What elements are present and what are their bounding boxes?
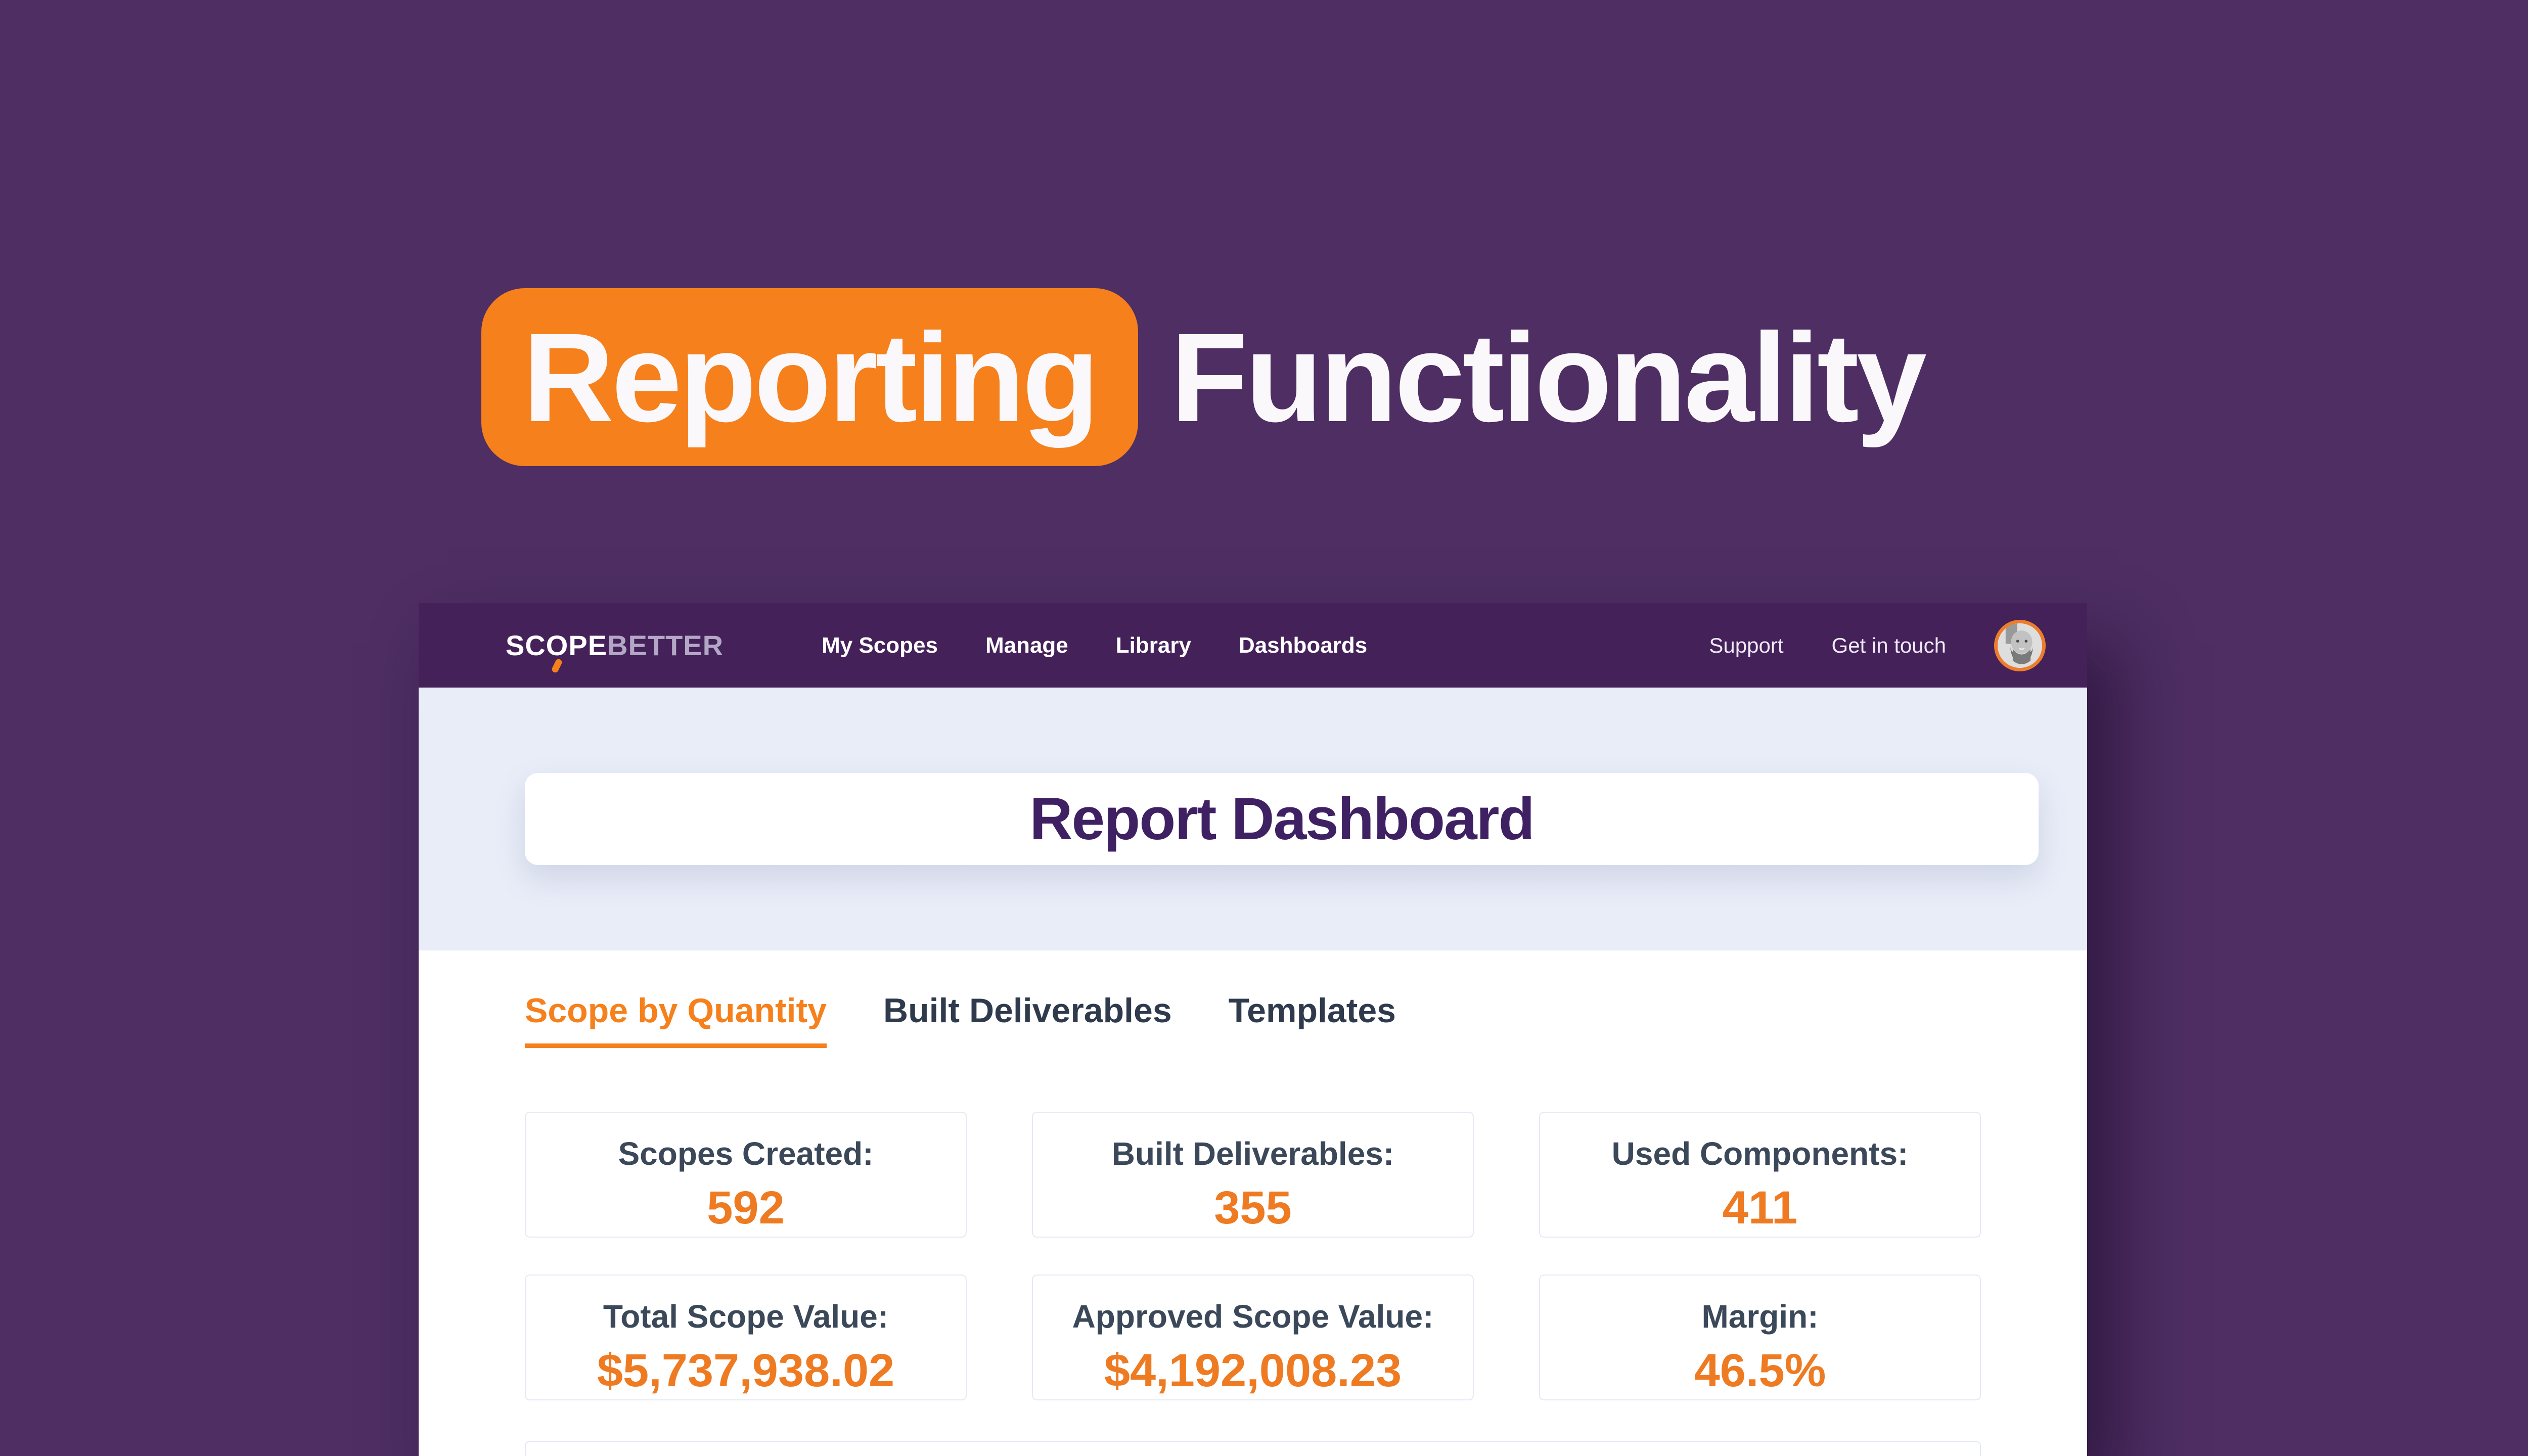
stat-value: 355 <box>1214 1182 1292 1234</box>
scopebetter-logo[interactable]: SC O PE BETTER <box>506 629 724 674</box>
logo-text-o: O <box>546 629 569 674</box>
dashboard-content: Scope by Quantity Built Deliverables Tem… <box>419 991 2087 1456</box>
avatar-photo <box>1998 623 2042 668</box>
hero-badge: Reporting <box>481 288 1139 466</box>
page-title: Report Dashboard <box>1029 786 1534 852</box>
stat-label: Scopes Created: <box>618 1135 874 1172</box>
stat-card-built-deliverables: Built Deliverables: 355 <box>1032 1112 1474 1238</box>
stat-value: 46.5% <box>1694 1345 1826 1396</box>
stat-value: 411 <box>1722 1182 1798 1234</box>
stat-label: Used Components: <box>1611 1135 1909 1172</box>
stat-card-margin: Margin: 46.5% <box>1539 1275 1981 1400</box>
stat-card-used-components: Used Components: 411 <box>1539 1112 1981 1238</box>
stat-value: 592 <box>707 1182 785 1234</box>
tab-bar: Scope by Quantity Built Deliverables Tem… <box>525 991 1981 1048</box>
bottom-panel-partial <box>525 1441 1981 1456</box>
stat-label: Built Deliverables: <box>1111 1135 1394 1172</box>
stat-card-scopes-created: Scopes Created: 592 <box>525 1112 967 1238</box>
user-avatar[interactable] <box>1994 619 2046 671</box>
logo-text-pe: PE <box>568 629 608 661</box>
nav-link-get-in-touch[interactable]: Get in touch <box>1831 633 1946 657</box>
tab-built-deliverables[interactable]: Built Deliverables <box>883 991 1172 1030</box>
logo-text-better: BETTER <box>607 629 724 661</box>
stat-label: Margin: <box>1701 1298 1819 1335</box>
stat-label: Approved Scope Value: <box>1072 1298 1434 1335</box>
tab-templates[interactable]: Templates <box>1228 991 1396 1030</box>
stat-card-total-scope-value: Total Scope Value: $5,737,938.02 <box>525 1275 967 1400</box>
stat-value: $5,737,938.02 <box>597 1345 895 1396</box>
app-window: SC O PE BETTER My Scopes Manage Library … <box>419 603 2087 1456</box>
hero-badge-text: Reporting <box>523 306 1099 448</box>
stats-grid: Scopes Created: 592 Built Deliverables: … <box>525 1112 1981 1400</box>
logo-text-sc: SC <box>506 629 546 661</box>
nav-item-my-scopes[interactable]: My Scopes <box>822 632 938 658</box>
nav-menu: My Scopes Manage Library Dashboards <box>822 633 1367 658</box>
nav-right: Support Get in touch <box>1709 619 2046 671</box>
stat-value: $4,192,008.23 <box>1104 1345 1402 1396</box>
header-band: Report Dashboard <box>419 688 2087 950</box>
navbar: SC O PE BETTER My Scopes Manage Library … <box>419 603 2087 688</box>
hero-heading: Reporting Functionality <box>481 288 1927 466</box>
nav-item-library[interactable]: Library <box>1115 632 1191 658</box>
stat-label: Total Scope Value: <box>603 1298 889 1335</box>
hero-title-text: Functionality <box>1170 306 1927 448</box>
tab-scope-by-quantity[interactable]: Scope by Quantity <box>525 991 827 1048</box>
nav-link-support[interactable]: Support <box>1709 633 1784 657</box>
page-title-card: Report Dashboard <box>525 773 2039 865</box>
nav-item-dashboards[interactable]: Dashboards <box>1238 632 1368 658</box>
stat-card-approved-scope-value: Approved Scope Value: $4,192,008.23 <box>1032 1275 1474 1400</box>
nav-item-manage[interactable]: Manage <box>985 632 1068 658</box>
